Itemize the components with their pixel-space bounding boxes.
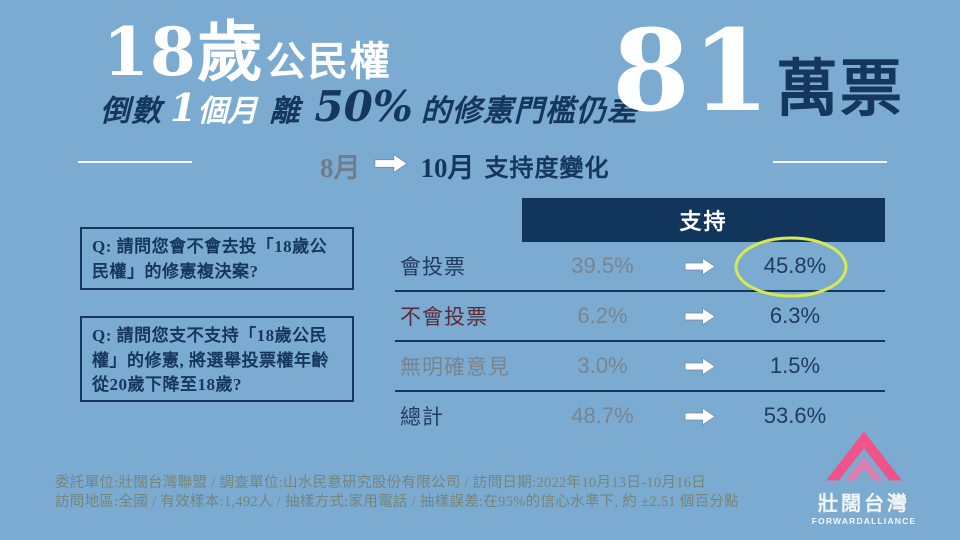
big-number: 81 萬票	[612, 10, 904, 133]
arrow-right-icon	[660, 406, 740, 427]
logo-name: 壯闊台灣	[818, 493, 910, 515]
arrow-right-icon	[660, 356, 740, 377]
right-divider-line	[773, 161, 887, 163]
table-row: 會投票 39.5% 45.8%	[395, 242, 885, 292]
logo-name-english: FORWARDALLIANCE	[811, 516, 917, 526]
table-row: 不會投票 6.2% 6.3%	[395, 292, 885, 342]
arrow-right-icon	[373, 152, 409, 180]
row-aug-value: 48.7%	[571, 403, 634, 428]
period-from: 8月	[320, 153, 361, 183]
title-big-text: 18歲	[103, 13, 264, 91]
highlight-circle	[733, 235, 849, 304]
survey-methodology-footer: 委託單位:壯闊台灣聯盟 / 調查單位:山水民意研究股份有限公司 / 訪問日期:2…	[55, 474, 739, 512]
row-oct-value: 45.8%	[763, 253, 827, 278]
row-oct-value: 6.3%	[769, 303, 821, 328]
threshold-percent: 50%	[314, 82, 413, 131]
row-label: 總計	[400, 405, 444, 429]
page-title: 18歲 公民權	[103, 13, 392, 91]
row-oct-value: 1.5%	[769, 353, 821, 378]
period-strip: 8月 10月 支持度變化	[320, 146, 610, 185]
row-label: 無明確意見	[400, 355, 510, 379]
table-row: 總計 48.7% 53.6%	[395, 392, 885, 440]
table-row: 無明確意見 3.0% 1.5%	[395, 342, 885, 392]
mid-label: 離	[269, 95, 301, 128]
row-aug-value: 39.5%	[571, 253, 634, 278]
forward-alliance-logo: 壯闊台灣 FORWARDALLIANCE	[810, 431, 918, 526]
countdown-prefix: 倒數	[100, 95, 162, 128]
question-box-1: Q: 請問您會不會去投「18歲公民權」的修憲複決案?	[80, 227, 354, 290]
footer-line-2: 訪問地區:全國 / 有效樣本:1,492人 / 抽樣方式:家用電話 / 抽樣誤差…	[55, 494, 739, 510]
row-oct-value: 53.6%	[763, 403, 827, 428]
arrow-right-icon	[660, 256, 740, 277]
row-label: 會投票	[400, 255, 466, 279]
question-box-2: Q: 請問您支不支持「18歲公民權」的修憲, 將選舉投票權年齡從20歲下降至18…	[80, 316, 354, 402]
left-divider-line	[78, 161, 192, 163]
countdown-unit: 個月	[197, 95, 258, 128]
table-header: 支持	[522, 198, 885, 242]
countdown-number: 1	[170, 85, 197, 130]
title-rest-text: 公民權	[265, 39, 392, 84]
period-label: 支持度變化	[484, 156, 610, 182]
row-aug-value: 3.0%	[577, 353, 628, 378]
footer-line-1: 委託單位:壯闊台灣聯盟 / 調查單位:山水民意研究股份有限公司 / 訪問日期:2…	[55, 475, 707, 491]
support-table: 支持 會投票 39.5% 45.8% 不會投票 6.2% 6.3% 無明確意見 …	[395, 198, 885, 440]
countdown-subtitle: 倒數 1 個月 離 50% 的修憲門檻仍差	[100, 82, 638, 131]
forward-alliance-logo-icon	[826, 431, 902, 486]
big-number-unit: 萬票	[775, 56, 904, 124]
period-to: 10月	[420, 153, 475, 183]
arrow-right-icon	[660, 306, 740, 327]
row-label: 不會投票	[400, 305, 488, 329]
subtitle-suffix: 的修憲門檻仍差	[420, 95, 638, 128]
big-number-value: 81	[612, 6, 772, 137]
row-aug-value: 6.2%	[577, 303, 628, 328]
